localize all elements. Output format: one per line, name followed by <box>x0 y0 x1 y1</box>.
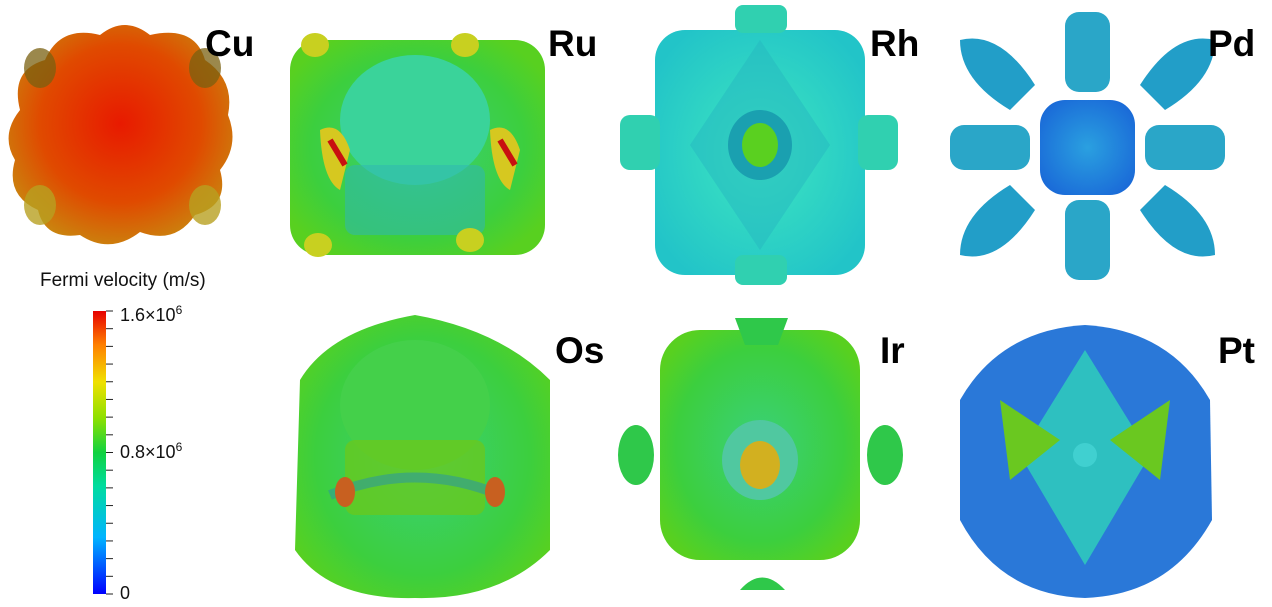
label-ru: Ru <box>548 23 598 64</box>
colorbar-gradient <box>93 311 106 594</box>
colorbar-ticks <box>106 310 113 595</box>
ru-fermi-surface <box>290 33 545 257</box>
label-rh: Rh <box>870 23 920 64</box>
cu-fermi-surface <box>8 25 233 245</box>
label-pt: Pt <box>1218 330 1255 371</box>
colorbar <box>93 310 113 595</box>
ir-fermi-surface <box>618 318 903 590</box>
pt-fermi-surface <box>960 325 1212 598</box>
rh-fermi-surface <box>620 5 898 285</box>
colorbar-title: Fermi velocity (m/s) <box>40 270 206 291</box>
os-fermi-surface <box>295 315 550 599</box>
label-pd: Pd <box>1208 23 1256 64</box>
colorbar-min-label: 0 <box>120 583 131 603</box>
colorbar-max-label: 1.6×106 <box>120 303 183 325</box>
pd-fermi-surface <box>950 12 1225 280</box>
label-ir: Ir <box>880 330 905 371</box>
label-cu: Cu <box>205 23 255 64</box>
colorbar-mid-label: 0.8×106 <box>120 440 183 462</box>
label-os: Os <box>555 330 605 371</box>
